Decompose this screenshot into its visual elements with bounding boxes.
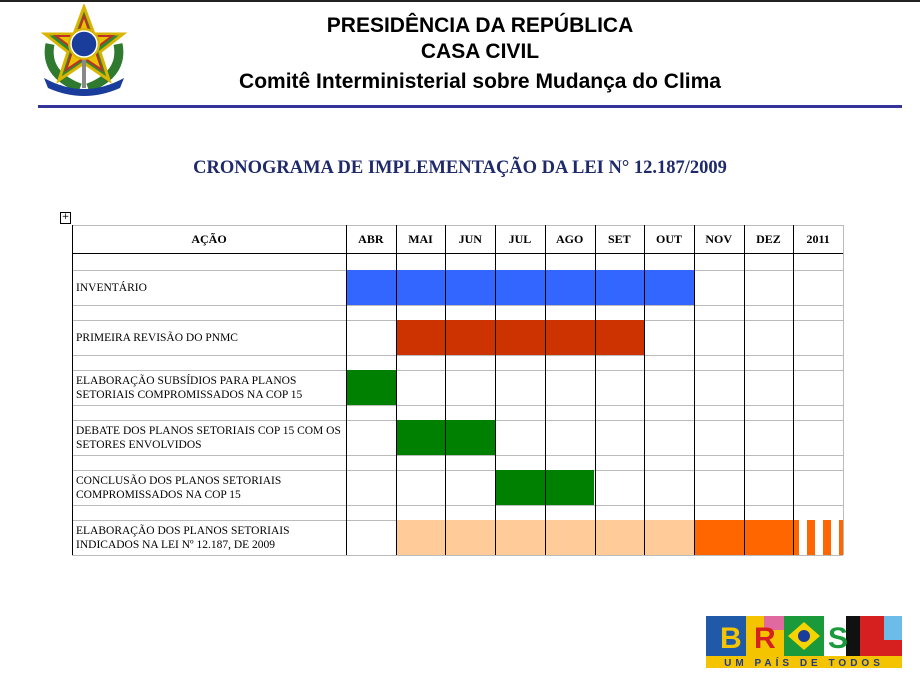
brasil-logo: B R S UM PAÍS DE TODOS — [706, 616, 902, 668]
column-divider — [346, 225, 347, 555]
row-divider — [72, 505, 843, 506]
month-header: DEZ — [756, 231, 781, 246]
row-divider — [72, 470, 843, 471]
column-divider — [594, 225, 596, 555]
gantt-bar — [495, 470, 595, 505]
page-title: CRONOGRAMA DE IMPLEMENTAÇÃO DA LEI N° 12… — [193, 158, 727, 178]
column-divider — [843, 225, 844, 555]
month-header: SET — [608, 231, 631, 246]
row-divider — [72, 305, 843, 306]
row-divider — [72, 555, 843, 556]
month-header: JUN — [458, 231, 482, 246]
gantt-bar — [346, 270, 694, 305]
column-divider — [395, 225, 397, 555]
header-divider — [38, 105, 902, 108]
table-top-border — [72, 225, 843, 226]
gantt-bar — [395, 320, 645, 355]
action-column-header: AÇÃO — [191, 231, 227, 246]
month-header: MAI — [408, 231, 433, 246]
gantt-bar — [395, 420, 496, 455]
gantt-bar — [346, 370, 396, 405]
gantt-bar — [793, 520, 843, 555]
column-divider — [793, 225, 795, 555]
month-header: OUT — [656, 231, 683, 246]
column-divider — [644, 225, 646, 555]
month-header: JUL — [508, 231, 532, 246]
gantt-bar — [693, 520, 794, 555]
header-bottom-border — [72, 253, 843, 254]
action-label: DEBATE DOS PLANOS SETORIAIS COP 15 COM O… — [76, 424, 341, 451]
top-border — [0, 0, 920, 2]
action-label: ELABORAÇÃO DOS PLANOS SETORIAIS INDICADO… — [76, 524, 290, 551]
table-move-handle-icon[interactable]: + — [60, 212, 71, 224]
gantt-table: AÇÃO ABR MAI JUN JUL AGO SET OUT NOV DEZ 2011 INVE… — [72, 225, 844, 556]
row-divider — [72, 370, 843, 371]
column-divider — [495, 225, 497, 555]
month-header: ABR — [358, 231, 384, 246]
row-divider — [72, 355, 843, 356]
table-left-border — [72, 225, 73, 555]
column-divider — [544, 225, 546, 555]
month-header: 2011 — [806, 231, 830, 246]
row-divider — [72, 455, 843, 456]
column-divider — [743, 225, 745, 555]
brasil-tagline: UM PAÍS DE TODOS — [724, 656, 884, 668]
svg-text:R: R — [754, 622, 776, 655]
action-label: CONCLUSÃO DOS PLANOS SETORIAIS COMPROMIS… — [76, 474, 282, 501]
gantt-bar — [395, 520, 694, 555]
action-label: PRIMEIRA REVISÃO DO PNMC — [76, 331, 238, 344]
column-divider — [693, 225, 695, 555]
action-label: ELABORAÇÃO SUBSÍDIOS PARA PLANOS SETORIA… — [76, 374, 303, 401]
action-label: INVENTÁRIO — [76, 281, 147, 294]
header-line-comite: Comitê Interministerial sobre Mudança do… — [239, 70, 721, 93]
coat-of-arms-logo — [40, 4, 128, 96]
month-header: AGO — [555, 231, 584, 246]
month-header: NOV — [705, 231, 733, 246]
row-divider — [72, 405, 843, 406]
header-line-casa-civil: CASA CIVIL — [420, 40, 540, 63]
column-divider — [445, 225, 447, 555]
header-line-presidencia: PRESIDÊNCIA DA REPÚBLICA — [326, 14, 634, 37]
svg-text:B: B — [720, 622, 742, 655]
svg-text:S: S — [828, 622, 848, 655]
